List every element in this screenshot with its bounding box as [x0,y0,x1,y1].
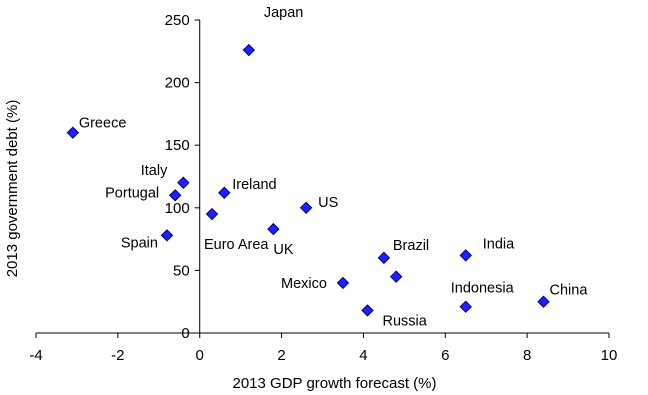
x-tick-label: 10 [601,347,618,364]
point-label: US [318,195,338,211]
data-point [168,189,182,202]
y-tick-label: 250 [165,12,190,29]
y-tick-label: 0 [181,325,189,342]
data-point [66,126,80,139]
point-label: Italy [141,163,168,179]
y-tick-label: 100 [165,200,190,217]
x-tick-label: 6 [441,347,449,364]
point-label: Mexico [281,276,327,292]
axes [35,19,610,338]
data-point [160,229,174,242]
tick-labels: 0 50 100 150 200 250 -4 -2 0 2 4 6 8 10 [29,12,617,364]
x-tick-label: 8 [523,347,531,364]
data-point [177,176,190,189]
y-tick-label: 50 [173,262,190,279]
point-label: Euro Area [204,237,269,253]
data-point [299,201,313,215]
data-point [459,300,472,313]
point-label: UK [273,242,293,258]
x-tick-label: 0 [196,347,204,364]
y-tick-label: 200 [165,75,190,92]
data-point [242,43,256,57]
data-points [66,43,550,317]
data-point [267,222,280,236]
data-point [205,207,219,221]
data-point [459,249,472,262]
point-label: India [483,236,515,252]
point-label: Indonesia [451,281,515,297]
x-tick-label: 2 [277,347,285,364]
x-axis-title: 2013 GDP growth forecast (%) [233,375,437,392]
data-point [389,270,403,283]
data-point [218,186,231,199]
data-point [537,295,550,308]
x-tick-label: -4 [29,347,42,364]
point-label: Spain [121,235,158,251]
point-label: Brazil [393,238,429,254]
data-point [377,251,391,265]
data-point [336,276,350,290]
data-point [361,304,374,317]
point-label: Ireland [232,177,276,193]
point-label: Japan [264,5,304,21]
point-labels: Japan Greece Italy Portugal Ireland US Euro Ar… [79,5,588,329]
point-label: Greece [79,116,127,132]
x-tick-label: 4 [359,347,367,364]
point-label: China [550,283,589,299]
point-label: Russia [383,313,428,329]
point-label: Portugal [105,185,159,201]
x-tick-label: -2 [111,347,124,364]
y-tick-label: 150 [165,137,190,154]
y-axis-title: 2013 government debt (%) [4,100,21,278]
